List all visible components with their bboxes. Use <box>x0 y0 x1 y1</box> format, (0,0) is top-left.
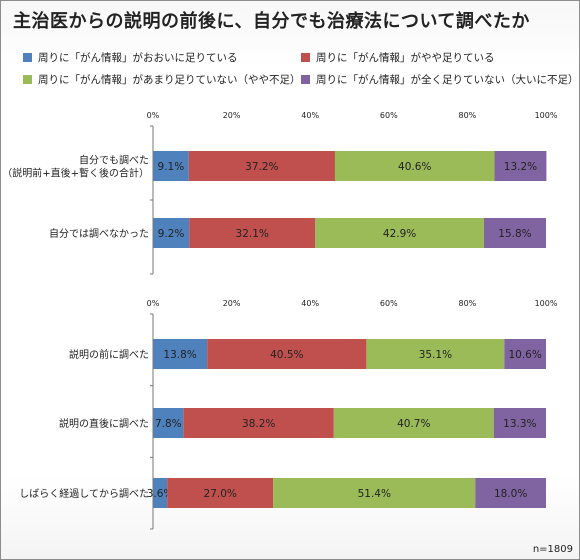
legend-item-4: 周りに「がん情報」が全く足りていない（大いに不足） <box>301 73 579 87</box>
x-tick-label: 20% <box>223 299 241 308</box>
bar-segment <box>188 151 335 181</box>
chart-title: 主治医からの説明の前後に、自分でも治療法について調べたか <box>13 11 530 32</box>
data-label: 15.8% <box>498 228 531 240</box>
category-label: （説明前+直後+暫く後の合計） <box>2 167 149 180</box>
legend-swatch-1 <box>23 52 32 62</box>
data-label: 7.8% <box>155 418 182 430</box>
legend-label-1: 周りに「がん情報」がおおいに足りている <box>38 52 238 64</box>
bar-segment <box>483 218 546 248</box>
legend-swatch-2 <box>301 52 310 62</box>
category-label: 説明の直後に調べた <box>59 417 149 430</box>
bar-segment <box>207 339 367 369</box>
bar-segment <box>315 218 484 248</box>
x-tick-label: 20% <box>223 111 241 120</box>
bar-segment <box>504 339 546 369</box>
x-tick-label: 80% <box>459 299 477 308</box>
bar-segment <box>334 151 495 181</box>
data-label: 37.2% <box>245 161 278 173</box>
bar-segment <box>273 478 476 508</box>
data-label: 42.9% <box>383 228 416 240</box>
bar-segment <box>475 478 546 508</box>
data-label: 40.5% <box>270 349 303 361</box>
legend-label-2: 周りに「がん情報」がやや足りている <box>316 52 495 64</box>
bar-segment <box>153 151 189 181</box>
data-label: 35.1% <box>419 349 452 361</box>
legend-item-1: 周りに「がん情報」がおおいに足りている <box>23 51 238 65</box>
bar-segment <box>167 478 274 508</box>
x-tick-label: 40% <box>301 111 319 120</box>
category-label: 自分では調べなかった <box>49 227 149 240</box>
data-label: 10.6% <box>508 349 541 361</box>
data-label: 18.0% <box>494 488 527 500</box>
legend-swatch-3 <box>23 74 32 84</box>
data-label: 32.1% <box>236 228 269 240</box>
data-label: 13.2% <box>504 161 537 173</box>
x-tick-label: 100% <box>535 299 558 308</box>
data-label: 27.0% <box>204 488 237 500</box>
legend-swatch-4 <box>301 74 310 84</box>
bar-segment <box>183 408 334 438</box>
bar-segment <box>333 408 494 438</box>
data-label: 51.4% <box>358 488 391 500</box>
x-tick-label: 60% <box>380 111 398 120</box>
legend-item-3: 周りに「がん情報」があまり足りていない（やや不足） <box>23 73 301 87</box>
data-label: 9.2% <box>158 228 185 240</box>
x-tick-label: 40% <box>301 299 319 308</box>
data-label: 40.6% <box>398 161 431 173</box>
x-tick-label: 100% <box>535 111 558 120</box>
data-label: 13.8% <box>163 349 196 361</box>
legend-item-2: 周りに「がん情報」がやや足りている <box>301 51 495 65</box>
bar-segment <box>153 478 168 508</box>
x-tick-label: 60% <box>380 299 398 308</box>
legend-label-3: 周りに「がん情報」があまり足りていない（やや不足） <box>38 74 301 86</box>
x-tick-label: 0% <box>147 111 160 120</box>
bar-segment <box>153 408 184 438</box>
x-tick-label: 0% <box>147 299 160 308</box>
bar-segment <box>153 339 208 369</box>
category-label: 説明の前に調べた <box>69 348 149 361</box>
legend-label-4: 周りに「がん情報」が全く足りていない（大いに不足） <box>316 74 579 86</box>
bar-segment <box>189 218 316 248</box>
data-label: 38.2% <box>242 418 275 430</box>
data-label: 13.3% <box>503 418 536 430</box>
sample-size-note: n=1809 <box>532 544 573 555</box>
bar-segment <box>153 218 190 248</box>
data-label: 9.1% <box>158 161 185 173</box>
x-tick-label: 80% <box>459 111 477 120</box>
category-label: しばらく経過してから調べた <box>19 487 149 500</box>
category-label: 自分でも調べた <box>79 154 149 167</box>
bar-segment <box>494 151 547 181</box>
bar-segment <box>366 339 505 369</box>
data-label: 40.7% <box>397 418 430 430</box>
bar-segment <box>493 408 546 438</box>
